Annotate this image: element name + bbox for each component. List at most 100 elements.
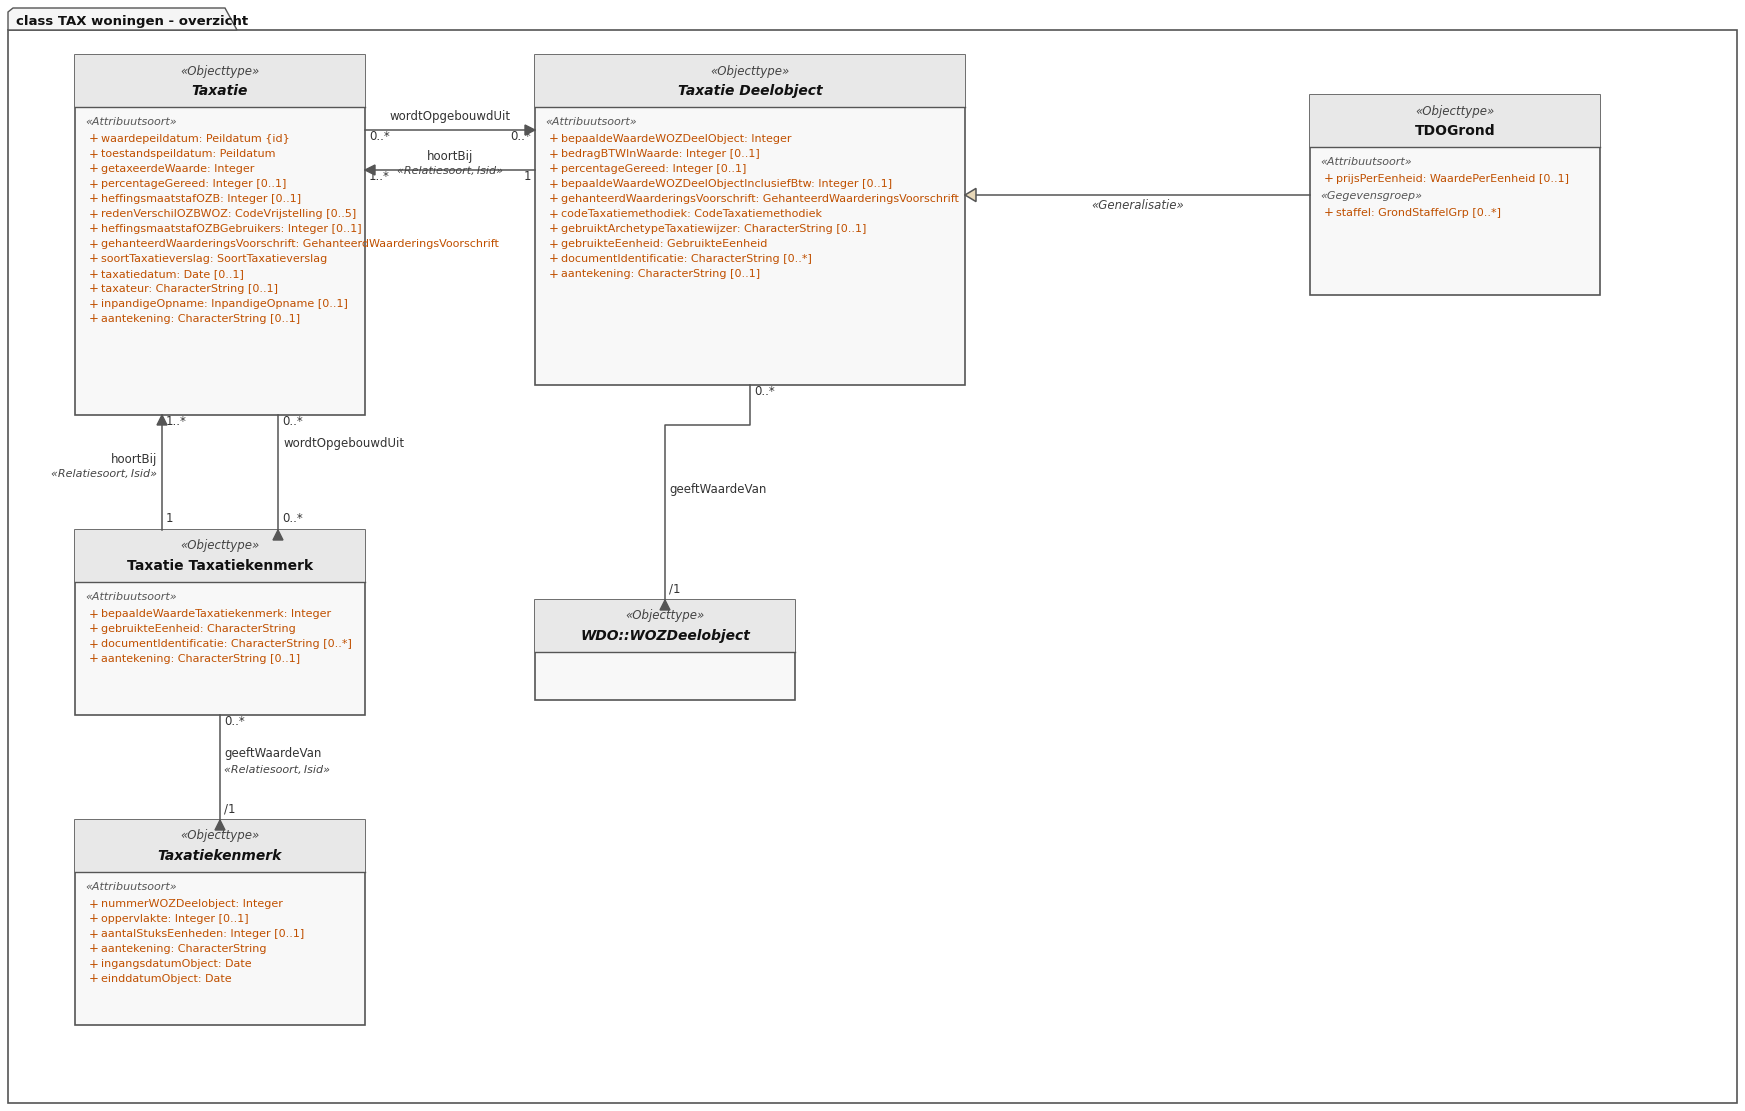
- Text: +: +: [89, 252, 99, 266]
- Text: ingangsdatumObject: Date: ingangsdatumObject: Date: [101, 959, 251, 969]
- Text: gebruiktArchetypeTaxatiewijzer: CharacterString [0..1]: gebruiktArchetypeTaxatiewijzer: Characte…: [560, 224, 866, 234]
- Text: +: +: [89, 238, 99, 250]
- Text: +: +: [89, 312, 99, 326]
- Text: «Attribuutsoort»: «Attribuutsoort»: [86, 117, 176, 127]
- Text: «Objecttype»: «Objecttype»: [180, 830, 260, 842]
- Text: +: +: [89, 942, 99, 955]
- Polygon shape: [215, 820, 225, 830]
- Text: +: +: [89, 622, 99, 635]
- Text: Taxatiekenmerk: Taxatiekenmerk: [157, 849, 283, 863]
- Polygon shape: [9, 8, 237, 30]
- Text: +: +: [89, 958, 99, 971]
- Text: «Relatiesoort, Isid»: «Relatiesoort, Isid»: [51, 470, 157, 480]
- Text: +: +: [89, 192, 99, 206]
- Bar: [536, 600, 796, 700]
- Text: «Objecttype»: «Objecttype»: [1415, 104, 1495, 118]
- Text: heffingsmaatstafOZBGebruikers: Integer [0..1]: heffingsmaatstafOZBGebruikers: Integer […: [101, 224, 361, 234]
- Text: documentIdentificatie: CharacterString [0..*]: documentIdentificatie: CharacterString […: [560, 254, 811, 264]
- Text: +: +: [89, 298, 99, 310]
- Bar: [536, 56, 965, 386]
- Text: +: +: [89, 972, 99, 985]
- Text: +: +: [89, 638, 99, 651]
- Polygon shape: [365, 166, 375, 176]
- Text: +: +: [550, 148, 558, 160]
- Text: +: +: [89, 178, 99, 190]
- Text: taxatiedatum: Date [0..1]: taxatiedatum: Date [0..1]: [101, 269, 244, 279]
- Text: +: +: [1324, 172, 1333, 186]
- Text: 0..*: 0..*: [754, 386, 775, 398]
- Text: «Objecttype»: «Objecttype»: [180, 540, 260, 552]
- Text: «Relatiesoort, Isid»: «Relatiesoort, Isid»: [223, 764, 330, 774]
- Text: prijsPerEenheid: WaardePerEenheid [0..1]: prijsPerEenheid: WaardePerEenheid [0..1]: [1337, 174, 1569, 184]
- Text: +: +: [550, 132, 558, 146]
- Text: +: +: [550, 162, 558, 176]
- Text: +: +: [89, 282, 99, 296]
- Text: aantekening: CharacterString [0..1]: aantekening: CharacterString [0..1]: [101, 654, 300, 664]
- Text: +: +: [89, 652, 99, 665]
- Text: Taxatie: Taxatie: [192, 84, 248, 98]
- Polygon shape: [525, 126, 536, 136]
- Text: +: +: [550, 208, 558, 220]
- Text: «Attribuutsoort»: «Attribuutsoort»: [1319, 157, 1412, 167]
- Text: 0..*: 0..*: [510, 130, 530, 143]
- Text: hoortBij: hoortBij: [110, 452, 157, 466]
- Text: aantekening: CharacterString [0..1]: aantekening: CharacterString [0..1]: [560, 269, 761, 279]
- Bar: [75, 530, 365, 582]
- Text: taxateur: CharacterString [0..1]: taxateur: CharacterString [0..1]: [101, 284, 277, 294]
- Text: 1..*: 1..*: [166, 416, 187, 428]
- Text: +: +: [89, 162, 99, 176]
- Text: «Generalisatie»: «Generalisatie»: [1091, 199, 1183, 212]
- Text: Taxatie Deelobject: Taxatie Deelobject: [677, 84, 822, 98]
- Text: +: +: [550, 252, 558, 266]
- Text: «Gegevensgroep»: «Gegevensgroep»: [1319, 191, 1422, 201]
- Text: /1: /1: [668, 582, 681, 595]
- Text: «Objecttype»: «Objecttype»: [710, 64, 790, 78]
- Polygon shape: [965, 189, 975, 201]
- Text: TDOGrond: TDOGrond: [1415, 124, 1495, 138]
- Text: waardepeildatum: Peildatum {id}: waardepeildatum: Peildatum {id}: [101, 134, 290, 144]
- Polygon shape: [157, 416, 168, 426]
- Text: gebruikteEenheid: GebruikteEenheid: gebruikteEenheid: GebruikteEenheid: [560, 239, 768, 249]
- Text: hoortBij: hoortBij: [428, 150, 473, 163]
- Text: +: +: [89, 912, 99, 925]
- Text: documentIdentificatie: CharacterString [0..*]: documentIdentificatie: CharacterString […: [101, 639, 352, 649]
- Text: «Objecttype»: «Objecttype»: [625, 610, 705, 622]
- Bar: [75, 56, 365, 107]
- Text: getaxeerdeWaarde: Integer: getaxeerdeWaarde: Integer: [101, 164, 255, 174]
- Text: bepaaldeWaardeTaxatiekenmerk: Integer: bepaaldeWaardeTaxatiekenmerk: Integer: [101, 609, 332, 619]
- Text: 0..*: 0..*: [368, 130, 389, 143]
- Text: +: +: [89, 928, 99, 941]
- Text: aantalStuksEenheden: Integer [0..1]: aantalStuksEenheden: Integer [0..1]: [101, 929, 304, 939]
- Text: +: +: [550, 222, 558, 236]
- Text: gehanteerdWaarderingsVoorschrift: GehanteerdWaarderingsVoorschrift: gehanteerdWaarderingsVoorschrift: Gehant…: [101, 239, 499, 249]
- Text: gehanteerdWaarderingsVoorschrift: GehanteerdWaarderingsVoorschrift: gehanteerdWaarderingsVoorschrift: Gehant…: [560, 194, 958, 204]
- Text: aantekening: CharacterString [0..1]: aantekening: CharacterString [0..1]: [101, 314, 300, 324]
- Text: +: +: [550, 192, 558, 206]
- Text: class TAX woningen - overzicht: class TAX woningen - overzicht: [16, 14, 248, 28]
- Text: 1: 1: [166, 512, 173, 526]
- Text: nummerWOZDeelobject: Integer: nummerWOZDeelobject: Integer: [101, 899, 283, 909]
- Text: oppervlakte: Integer [0..1]: oppervlakte: Integer [0..1]: [101, 914, 248, 924]
- Text: 0..*: 0..*: [283, 416, 302, 428]
- Text: +: +: [550, 178, 558, 190]
- Text: +: +: [550, 268, 558, 280]
- Text: percentageGereed: Integer [0..1]: percentageGereed: Integer [0..1]: [560, 164, 747, 174]
- Polygon shape: [660, 600, 670, 610]
- Bar: [75, 820, 365, 872]
- Text: soortTaxatieverslag: SoortTaxatieverslag: soortTaxatieverslag: SoortTaxatieverslag: [101, 254, 328, 264]
- Text: +: +: [89, 268, 99, 280]
- Text: 0..*: 0..*: [283, 512, 302, 526]
- Text: 0..*: 0..*: [223, 715, 244, 728]
- Text: aantekening: CharacterString: aantekening: CharacterString: [101, 944, 267, 954]
- Text: +: +: [89, 132, 99, 146]
- Text: geeftWaardeVan: geeftWaardeVan: [668, 482, 766, 496]
- Text: geeftWaardeVan: geeftWaardeVan: [223, 748, 321, 761]
- Text: 1: 1: [524, 170, 530, 183]
- Text: heffingsmaatstafOZB: Integer [0..1]: heffingsmaatstafOZB: Integer [0..1]: [101, 194, 302, 204]
- Text: «Attribuutsoort»: «Attribuutsoort»: [86, 592, 176, 602]
- Bar: [75, 820, 365, 1025]
- Bar: [1310, 96, 1600, 296]
- Text: wordtOpgebouwdUit: wordtOpgebouwdUit: [389, 110, 511, 123]
- Text: +: +: [89, 898, 99, 911]
- Bar: [536, 56, 965, 107]
